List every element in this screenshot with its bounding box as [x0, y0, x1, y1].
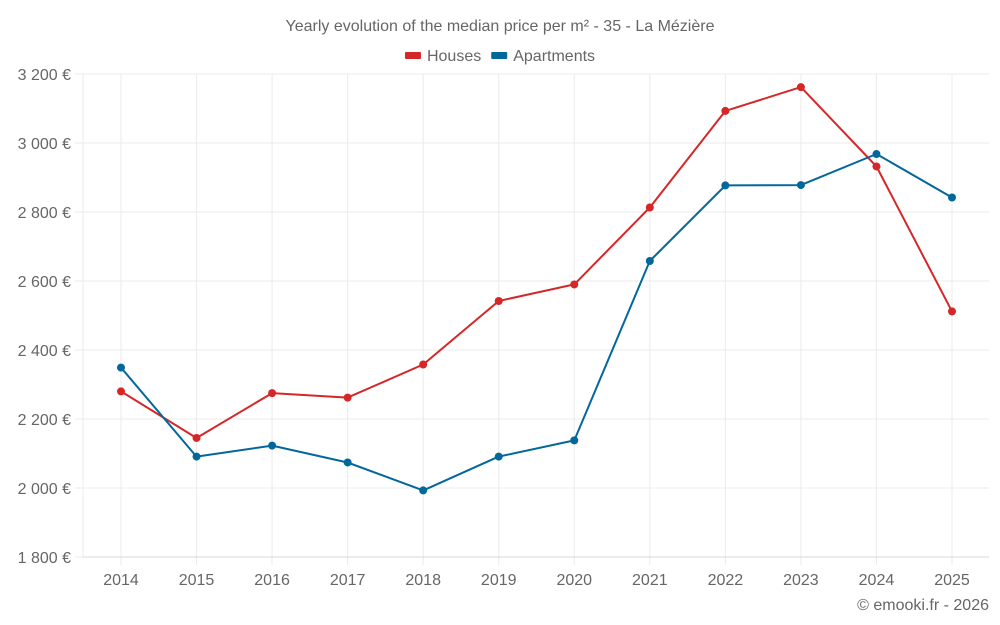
series-apartments: [117, 150, 956, 495]
x-tick-label: 2023: [783, 572, 819, 589]
x-tick-label: 2024: [859, 572, 895, 589]
data-point-houses[interactable]: [721, 106, 730, 115]
data-point-apartments[interactable]: [192, 452, 201, 461]
y-tick-label: 3 000 €: [18, 136, 71, 153]
data-point-houses[interactable]: [570, 280, 579, 289]
legend-swatch: [491, 52, 508, 59]
data-point-apartments[interactable]: [645, 256, 654, 265]
y-tick-label: 2 400 €: [18, 343, 71, 360]
chart-title: Yearly evolution of the median price per…: [286, 18, 715, 35]
data-point-houses[interactable]: [192, 433, 201, 442]
y-tick-label: 2 000 €: [18, 481, 71, 498]
data-point-apartments[interactable]: [268, 441, 277, 450]
data-point-houses[interactable]: [948, 307, 956, 316]
series-houses: [117, 83, 956, 442]
y-tick-label: 2 800 €: [18, 205, 71, 222]
x-tick-label: 2025: [934, 572, 970, 589]
y-tick-label: 2 200 €: [18, 412, 71, 429]
legend-swatch: [404, 52, 421, 59]
data-point-houses[interactable]: [645, 203, 654, 212]
data-point-apartments[interactable]: [948, 193, 956, 202]
y-tick-label: 1 800 €: [18, 550, 71, 567]
grid: [82, 73, 989, 565]
data-point-houses[interactable]: [117, 387, 125, 396]
data-point-houses[interactable]: [872, 162, 881, 171]
x-tick-label: 2015: [179, 572, 215, 589]
y-tick-label: 2 600 €: [18, 274, 71, 291]
data-point-houses[interactable]: [268, 389, 277, 398]
x-tick-label: 2014: [103, 572, 139, 589]
legend-label: Apartments: [513, 48, 595, 65]
x-tick-label: 2017: [330, 572, 366, 589]
x-tick-label: 2019: [481, 572, 517, 589]
data-point-apartments[interactable]: [419, 486, 428, 495]
data-point-apartments[interactable]: [872, 150, 881, 159]
data-point-houses[interactable]: [343, 393, 352, 402]
data-point-houses[interactable]: [419, 360, 428, 369]
data-point-houses[interactable]: [494, 297, 503, 306]
x-tick-label: 2016: [254, 572, 290, 589]
legend-item-houses[interactable]: Houses: [404, 48, 481, 65]
x-tick-label: 2020: [556, 572, 592, 589]
series-layer: [117, 83, 956, 495]
data-point-houses[interactable]: [796, 83, 805, 92]
x-tick-label: 2018: [405, 572, 441, 589]
data-point-apartments[interactable]: [343, 458, 352, 467]
x-tick-label: 2021: [632, 572, 668, 589]
axes: 1 800 € 2 000 € 2 200 € 2 400 € 2 600 € 2 800…: [18, 67, 989, 589]
data-point-apartments[interactable]: [796, 181, 805, 190]
y-tick-label: 3 200 €: [18, 67, 71, 84]
legend: Houses Apartments: [404, 48, 595, 65]
x-tick-label: 2022: [708, 572, 744, 589]
series-line-houses: [120, 86, 953, 439]
data-point-apartments[interactable]: [570, 436, 579, 445]
data-point-apartments[interactable]: [721, 181, 730, 190]
credit-text: © emooki.fr - 2026: [857, 597, 989, 614]
data-point-apartments[interactable]: [117, 363, 125, 372]
series-line-apartments: [120, 153, 953, 492]
data-point-apartments[interactable]: [494, 452, 503, 461]
legend-label: Houses: [427, 48, 481, 65]
legend-item-apartments[interactable]: Apartments: [491, 48, 595, 65]
